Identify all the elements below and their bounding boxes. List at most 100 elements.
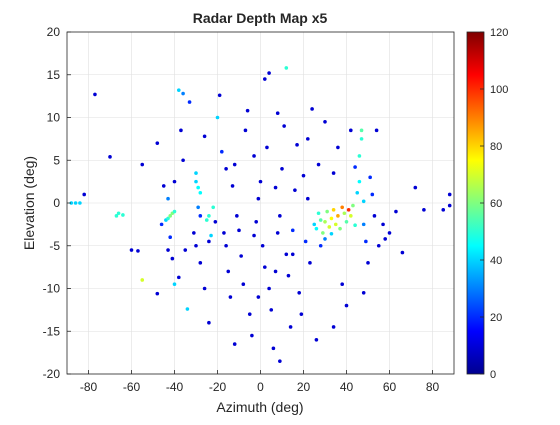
data-point (290, 252, 295, 257)
data-point (172, 209, 177, 214)
data-point (400, 250, 405, 255)
x-tick-label: 20 (297, 380, 311, 394)
data-point (207, 214, 211, 218)
data-point (232, 342, 237, 346)
data-point (383, 237, 388, 241)
data-point (353, 165, 357, 169)
data-point (286, 273, 291, 278)
data-point (340, 205, 345, 210)
data-point (349, 128, 353, 133)
data-point (192, 231, 196, 235)
data-point (140, 278, 145, 282)
data-point (336, 145, 340, 150)
data-point (217, 93, 222, 98)
data-point (372, 214, 377, 218)
data-point (222, 231, 226, 235)
data-point (252, 233, 256, 238)
data-point (316, 211, 321, 216)
data-point (168, 214, 172, 218)
x-axis-label: Azimuth (deg) (216, 399, 303, 415)
data-point (370, 192, 375, 197)
data-point (321, 231, 325, 235)
colorbar-ticks: 0 20 40 60 80 100 120 (480, 27, 508, 381)
data-point (273, 269, 278, 274)
data-point (325, 209, 329, 214)
data-point (269, 308, 274, 312)
data-point (241, 282, 246, 287)
data-point (198, 261, 203, 265)
data-point (312, 222, 317, 227)
data-point (82, 192, 86, 197)
data-point (376, 243, 381, 248)
data-point (336, 214, 340, 218)
data-point (267, 71, 271, 75)
data-point (230, 184, 235, 188)
data-point (306, 196, 310, 201)
data-point (413, 185, 418, 190)
data-point (136, 249, 140, 253)
data-point (215, 115, 220, 120)
data-point (357, 179, 362, 184)
data-point (187, 100, 192, 104)
data-point (359, 137, 364, 141)
y-tick-label: 10 (47, 111, 61, 125)
data-point (256, 196, 261, 201)
x-tick-label: -40 (166, 380, 184, 394)
data-point (314, 338, 319, 342)
data-point (226, 269, 231, 274)
data-point (129, 248, 134, 252)
data-point (331, 208, 336, 212)
data-point (207, 239, 211, 244)
data-point (220, 149, 224, 154)
y-tick-label: -5 (49, 239, 60, 253)
data-point (284, 252, 289, 257)
data-point (243, 128, 248, 133)
data-point (361, 290, 366, 295)
data-point (256, 295, 261, 299)
colorbar-tick-label: 60 (490, 198, 502, 210)
data-point (263, 77, 267, 81)
data-point (181, 158, 185, 163)
data-point (282, 124, 286, 128)
y-axis-ticks: -20 -15 -10 -5 0 5 10 15 20 (43, 25, 71, 381)
data-points (69, 66, 452, 363)
data-point (323, 220, 327, 224)
data-point (387, 231, 392, 235)
data-point (166, 248, 170, 252)
data-point (179, 128, 183, 133)
data-point (194, 179, 198, 184)
data-point (93, 92, 97, 97)
y-axis-label: Elevation (deg) (21, 156, 37, 250)
data-point (172, 282, 177, 287)
data-point (204, 218, 209, 222)
data-point (303, 239, 308, 244)
data-point (349, 214, 353, 218)
data-point (297, 290, 302, 295)
data-point (441, 208, 446, 212)
colorbar-tick-label: 40 (490, 255, 502, 267)
data-point (194, 243, 198, 248)
data-point (327, 225, 332, 229)
data-point (280, 167, 284, 171)
data-point (69, 201, 74, 205)
data-point (239, 254, 243, 258)
data-point (250, 333, 254, 338)
data-point (447, 203, 452, 208)
x-tick-label: -80 (80, 380, 98, 394)
data-point (155, 141, 160, 145)
data-point (211, 205, 215, 210)
data-point (374, 128, 379, 133)
data-point (278, 214, 282, 218)
data-point (235, 214, 239, 218)
x-tick-label: 0 (257, 380, 264, 394)
x-tick-label: -20 (209, 380, 227, 394)
data-point (351, 203, 355, 208)
data-point (183, 248, 188, 252)
data-point (196, 185, 200, 190)
data-point (78, 201, 82, 205)
data-point (293, 188, 297, 192)
data-point (422, 208, 426, 212)
data-point (166, 196, 170, 201)
data-point (213, 220, 218, 224)
x-axis-ticks: -80 -60 -40 -20 0 20 40 60 80 (80, 370, 439, 394)
